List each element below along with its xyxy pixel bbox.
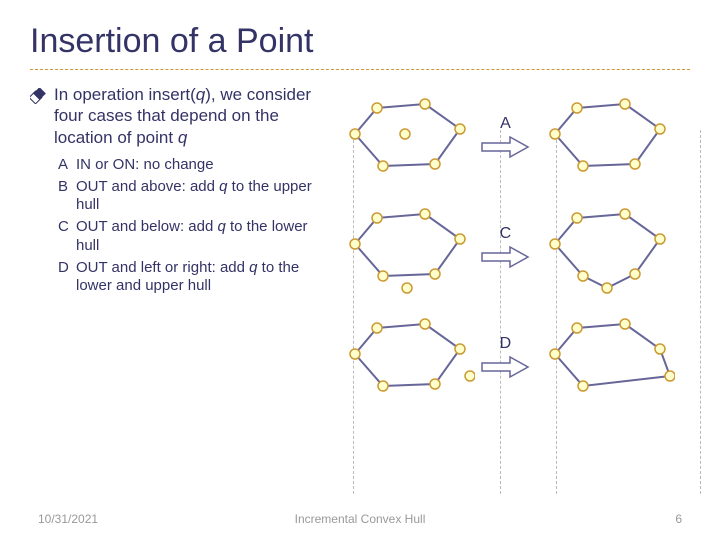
bullet-main: In operation insert(q), we consider four…	[30, 84, 325, 148]
footer-center: Incremental Convex Hull	[295, 512, 426, 526]
sub-label: B	[58, 178, 76, 216]
sub-text: OUT and left or right: add q to the lowe…	[76, 259, 325, 297]
arrow-label: A	[500, 115, 511, 133]
arrow-icon	[480, 135, 530, 159]
bullet-text: In operation insert(q), we consider four…	[54, 84, 325, 148]
text-column: In operation insert(q), we consider four…	[30, 84, 335, 414]
arrow-label: C	[500, 225, 512, 243]
bullet-q: q	[178, 128, 187, 147]
arrow-icon	[480, 245, 530, 269]
arrow-label: D	[500, 335, 512, 353]
sub-text: OUT and below: add q to the lower hull	[76, 218, 325, 256]
hex-after-c	[535, 194, 675, 300]
sub-text: IN or ON: no change	[76, 156, 325, 175]
figure-row-a: A	[335, 84, 690, 190]
sub-item-b: B OUT and above: add q to the upper hull	[58, 178, 325, 216]
vertical-guide	[700, 130, 701, 494]
bullet-q: q	[196, 85, 205, 104]
hex-after-a	[535, 84, 675, 190]
bullet-part: ),	[205, 85, 215, 104]
hex-before-d	[335, 304, 475, 410]
sub-item-a: A IN or ON: no change	[58, 156, 325, 175]
arrow-a: A	[475, 115, 535, 159]
arrow-icon	[480, 355, 530, 379]
sub-label: D	[58, 259, 76, 297]
arrow-c: C	[475, 225, 535, 269]
figure-row-c: C	[335, 194, 690, 300]
footer-page: 6	[675, 512, 682, 526]
sub-item-c: C OUT and below: add q to the lower hull	[58, 218, 325, 256]
sub-label: A	[58, 156, 76, 175]
sub-text: OUT and above: add q to the upper hull	[76, 178, 325, 216]
diamond-bullet-icon	[30, 88, 46, 104]
hex-after-d	[535, 304, 675, 410]
figure-row-d: D	[335, 304, 690, 410]
hex-before-a	[335, 84, 475, 190]
slide-footer: 10/31/2021 Incremental Convex Hull 6	[0, 512, 720, 526]
sub-list: A IN or ON: no change B OUT and above: a…	[30, 156, 325, 296]
hex-before-c	[335, 194, 475, 300]
footer-date: 10/31/2021	[38, 512, 98, 526]
figures-column: A C	[335, 84, 690, 414]
arrow-d: D	[475, 335, 535, 379]
sub-item-d: D OUT and left or right: add q to the lo…	[58, 259, 325, 297]
content-area: In operation insert(q), we consider four…	[0, 70, 720, 414]
bullet-part: In operation insert(	[54, 85, 196, 104]
sub-label: C	[58, 218, 76, 256]
slide-title: Insertion of a Point	[0, 0, 720, 69]
